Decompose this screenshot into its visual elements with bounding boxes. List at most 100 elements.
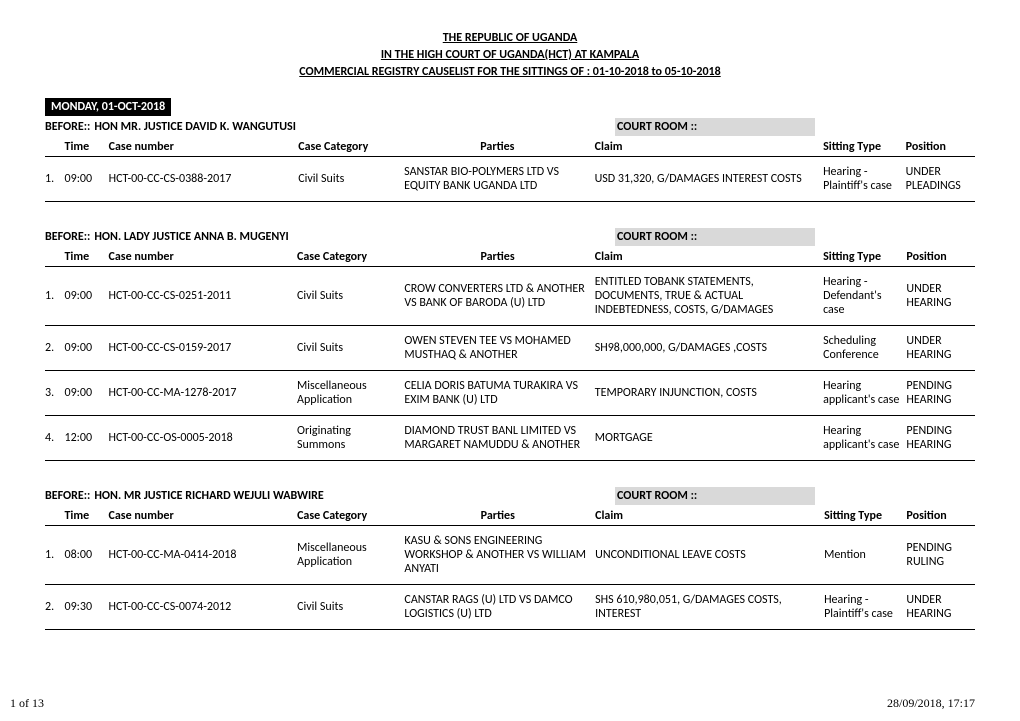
table-cell: CELIA DORIS BATUMA TURAKIRA VS EXIM BANK… [404,371,594,416]
page-footer: 1 of 13 28/09/2018, 17:17 [10,696,975,711]
table-cell: HCT-00-CC-CS-0159-2017 [109,326,298,371]
table-cell: MORTGAGE [595,416,823,461]
table-cell: HCT-00-CC-MA-0414-2018 [109,526,298,585]
column-header: Sitting Type [824,505,906,526]
table-cell: Mention [824,526,906,585]
table-cell: HCT-00-CC-CS-0251-2011 [109,267,298,326]
column-header: Time [64,246,108,267]
before-label: BEFORE:: [45,120,90,134]
column-header: Parties [404,136,594,157]
courtroom-label: COURT ROOM :: [615,118,815,136]
table-cell: Hearing applicant's case [823,371,906,416]
table-row: 1.09:00HCT-00-CC-CS-0251-2011Civil Suits… [45,267,975,326]
table-cell: HCT-00-CC-CS-0074-2012 [109,585,298,630]
table-row: 2.09:30HCT-00-CC-CS-0074-2012Civil Suits… [45,585,975,630]
column-header [45,505,64,526]
table-cell: PENDING RULING [906,526,975,585]
header-line2: IN THE HIGH COURT OF UGANDA(HCT) AT KAMP… [45,47,975,64]
judge-name: HON MR. JUSTICE DAVID K. WANGUTUSI [94,120,296,134]
table-cell: Hearing - Defendant's case [823,267,906,326]
table-cell: 1. [45,157,65,202]
table-cell: KASU & SONS ENGINEERING WORKSHOP & ANOTH… [404,526,595,585]
column-header: Case number [109,136,299,157]
table-cell: SHS 610,980,051, G/DAMAGES COSTS, INTERE… [595,585,824,630]
table-cell: CANSTAR RAGS (U) LTD VS DAMCO LOGISTICS … [404,585,595,630]
table-cell: 4. [45,416,64,461]
column-header [45,246,64,267]
header-line3: COMMERCIAL REGISTRY CAUSELIST FOR THE SI… [45,64,975,81]
table-cell: HCT-00-CC-OS-0005-2018 [109,416,298,461]
courtroom-label: COURT ROOM :: [615,228,815,246]
column-header: Case number [109,246,298,267]
table-cell: UNCONDITIONAL LEAVE COSTS [595,526,824,585]
table-cell: 2. [45,585,64,630]
table-cell: 1. [45,526,64,585]
table-row: 4.12:00HCT-00-CC-OS-0005-2018Originating… [45,416,975,461]
column-header: Position [906,246,975,267]
footer-left: 1 of 13 [10,696,44,711]
table-cell: UNDER HEARING [906,585,975,630]
table-cell: 09:00 [64,267,108,326]
column-header: Claim [595,505,824,526]
table-cell: TEMPORARY INJUNCTION, COSTS [595,371,823,416]
before-label: BEFORE:: [45,230,90,244]
date-banner: MONDAY, 01-OCT-2018 [45,98,171,116]
table-cell: Hearing applicant's case [823,416,906,461]
column-header: Sitting Type [823,136,906,157]
table-cell: 3. [45,371,64,416]
case-table: TimeCase numberCase CategoryPartiesClaim… [45,136,975,202]
column-header: Time [65,136,109,157]
column-header: Case Category [297,505,404,526]
column-header: Time [64,505,108,526]
footer-right: 28/09/2018, 17:17 [887,696,975,711]
table-row: 1.09:00HCT-00-CC-CS-0388-2017Civil Suits… [45,157,975,202]
column-header: Claim [595,136,823,157]
table-cell: ENTITLED TOBANK STATEMENTS, DOCUMENTS, T… [595,267,823,326]
table-cell: Scheduling Conference [823,326,906,371]
column-header: Claim [595,246,823,267]
table-cell: Civil Suits [297,326,404,371]
table-cell: 1. [45,267,64,326]
table-cell: 09:30 [64,585,108,630]
table-cell: Civil Suits [298,157,404,202]
table-cell: USD 31,320, G/DAMAGES INTEREST COSTS [595,157,823,202]
table-row: 1.08:00HCT-00-CC-MA-0414-2018Miscellaneo… [45,526,975,585]
table-cell: OWEN STEVEN TEE VS MOHAMED MUSTHAQ & ANO… [404,326,594,371]
table-cell: CROW CONVERTERS LTD & ANOTHER VS BANK OF… [404,267,594,326]
before-label: BEFORE:: [45,489,90,503]
judge-name: HON. MR JUSTICE RICHARD WEJULI WABWIRE [94,489,323,503]
column-header: Position [906,505,975,526]
table-cell: Miscellaneous Application [297,526,404,585]
column-header: Case Category [298,136,404,157]
table-cell: Miscellaneous Application [297,371,404,416]
column-header: Parties [404,505,595,526]
column-header: Case Category [297,246,404,267]
table-cell: 09:00 [65,157,109,202]
table-cell: UNDER HEARING [906,267,975,326]
table-cell: Hearing - Plaintiff's case [823,157,906,202]
table-cell: Hearing - Plaintiff's case [824,585,906,630]
table-cell: HCT-00-CC-MA-1278-2017 [109,371,298,416]
table-cell: UNDER HEARING [906,326,975,371]
case-table: TimeCase numberCase CategoryPartiesClaim… [45,246,975,461]
column-header: Position [906,136,975,157]
table-cell: SH98,000,000, G/DAMAGES ,COSTS [595,326,823,371]
table-cell: Civil Suits [297,267,404,326]
table-cell: 12:00 [64,416,108,461]
table-cell: PENDING HEARING [906,371,975,416]
table-cell: Originating Summons [297,416,404,461]
table-cell: UNDER PLEADINGS [906,157,975,202]
table-cell: HCT-00-CC-CS-0388-2017 [109,157,299,202]
table-cell: 09:00 [64,326,108,371]
case-table: TimeCase numberCase CategoryPartiesClaim… [45,505,975,630]
table-cell: Civil Suits [297,585,404,630]
table-cell: PENDING HEARING [906,416,975,461]
table-cell: 2. [45,326,64,371]
table-row: 2.09:00HCT-00-CC-CS-0159-2017Civil Suits… [45,326,975,371]
column-header [45,136,65,157]
table-cell: 08:00 [64,526,108,585]
table-cell: DIAMOND TRUST BANL LIMITED VS MARGARET N… [404,416,594,461]
header-line1: THE REPUBLIC OF UGANDA [45,30,975,47]
column-header: Sitting Type [823,246,906,267]
column-header: Parties [404,246,594,267]
